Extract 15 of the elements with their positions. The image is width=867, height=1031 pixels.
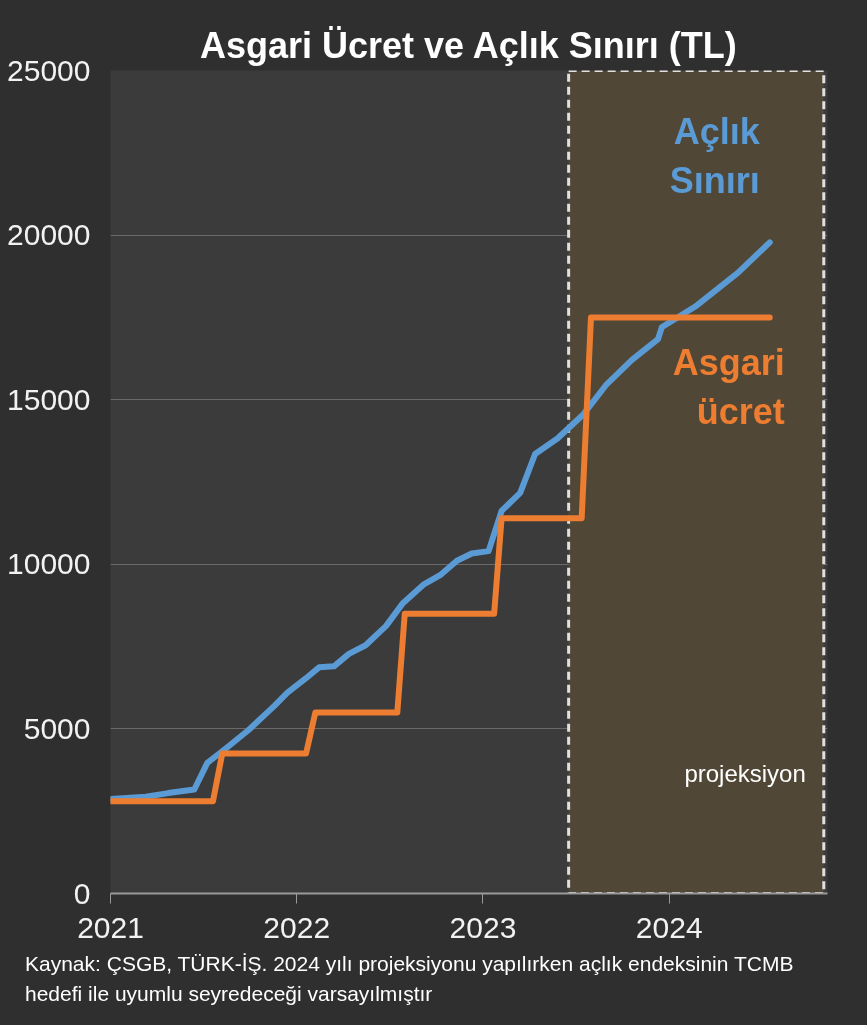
y-tick-label: 25000 — [7, 53, 91, 87]
x-tick-label: 2023 — [449, 910, 517, 944]
x-tick-label: 2022 — [263, 910, 331, 944]
x-tick-label: 2021 — [77, 910, 144, 944]
y-tick-label: 5000 — [23, 711, 91, 745]
y-tick-label: 15000 — [7, 382, 91, 416]
y-tick-label: 20000 — [7, 218, 91, 252]
band-label: projeksiyon — [684, 759, 806, 787]
series-label: Açlık Sınırı — [669, 110, 761, 202]
x-tick-label: 2024 — [635, 910, 703, 944]
y-tick-label: 10000 — [7, 547, 91, 581]
y-tick-label: 0 — [73, 876, 91, 910]
chart-title: Asgari Ücret ve Açlık Sınırı (TL) — [199, 24, 737, 66]
text: Kaynak: ÇSGB, TÜRK-İŞ. 2024 yılı projeksiyonu yapılırken açlık endeksinin TCMB hedefi ile uyumlu seyredeceği varsayılmıştır — [25, 951, 795, 1008]
series-label: Asgari ücret — [672, 342, 785, 433]
